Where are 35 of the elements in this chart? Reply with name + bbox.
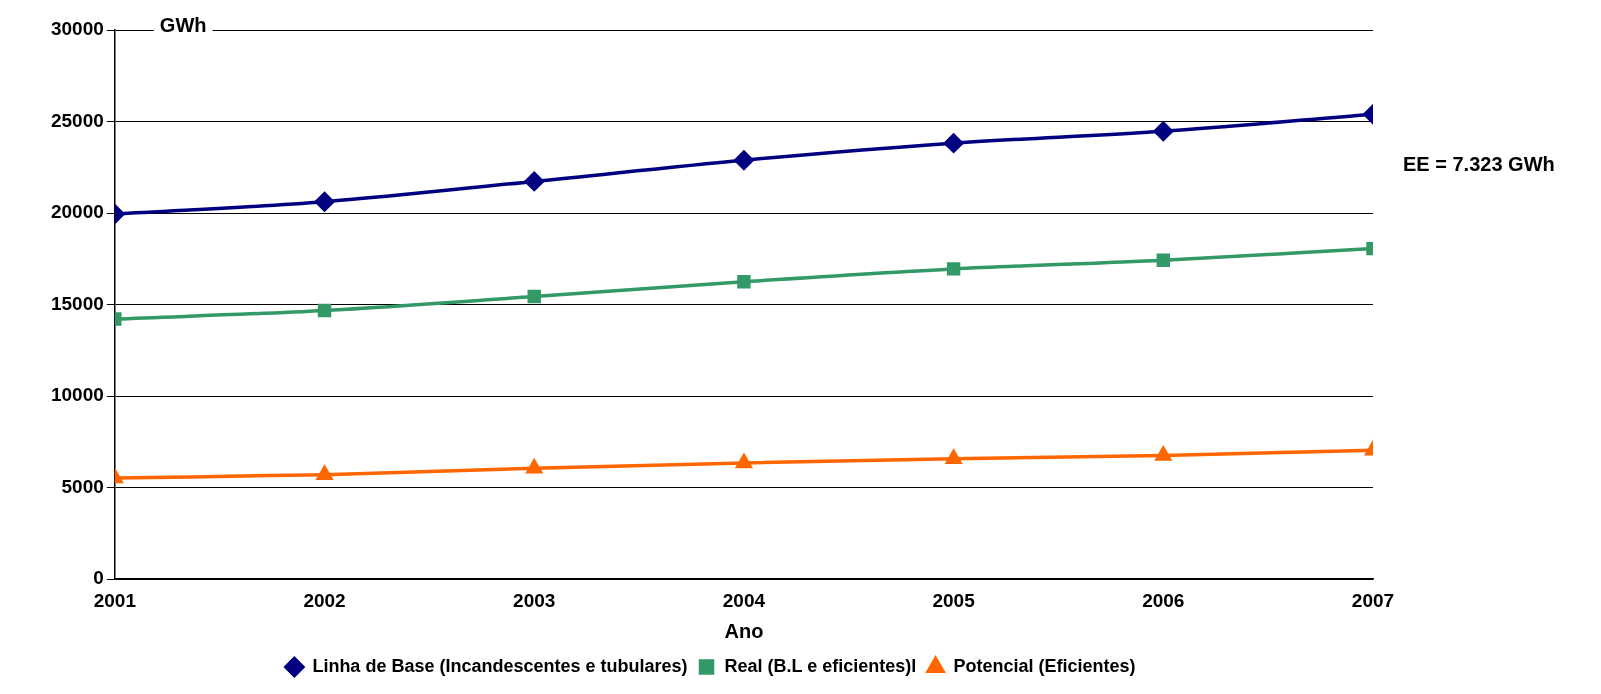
point [1155,446,1172,461]
point [946,262,961,276]
text: EE = 7.323 GWh [1403,152,1555,175]
point [527,289,541,304]
point [734,150,754,170]
y-tick-label: 25000 [50,109,104,131]
y-tick-label: 0 [93,567,104,589]
point [316,465,333,480]
x-tick-label: 2007 [1351,589,1395,611]
x-tick-label: 2002 [303,589,346,611]
y-tick-label: 10000 [50,384,104,406]
point [525,457,544,474]
point [314,191,335,212]
y-tick-label: 5000 [61,475,104,497]
point [736,454,752,469]
point [945,449,962,464]
x-tick-label: 2003 [513,589,556,611]
x-tick-label: 2001 [93,589,137,611]
point [1153,121,1174,141]
y-tick-label: 30000 [50,18,104,40]
point [317,303,332,318]
x-tick-label: 2005 [932,589,976,611]
point [1156,253,1171,267]
point [524,171,544,192]
x-axis-title: Ano [724,619,764,642]
point [737,275,751,289]
x-tick-label: 2006 [1142,589,1185,611]
x-tick-label: 2004 [722,589,766,611]
legend-label: Real (B.L e eficientes)l [724,655,917,676]
legend-label: Linha de Base (Incandescentes e tubulares) [312,655,688,676]
legend-label: Potencial (Eficientes) [953,655,1136,676]
y-axis-title: GWh [159,13,207,36]
point [943,133,964,153]
y-tick-label: 15000 [50,292,104,314]
y-tick-label: 20000 [50,201,104,223]
